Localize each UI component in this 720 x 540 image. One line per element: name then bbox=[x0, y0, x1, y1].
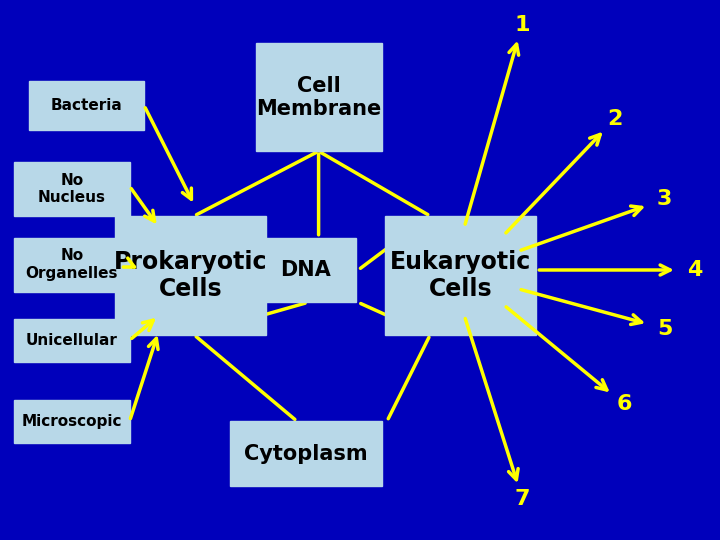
FancyBboxPatch shape bbox=[256, 238, 356, 302]
FancyBboxPatch shape bbox=[256, 43, 382, 151]
Text: 7: 7 bbox=[515, 489, 531, 509]
Text: 2: 2 bbox=[608, 109, 623, 129]
Text: Microscopic: Microscopic bbox=[22, 414, 122, 429]
FancyBboxPatch shape bbox=[14, 319, 130, 362]
Text: No
Organelles: No Organelles bbox=[26, 248, 118, 281]
FancyBboxPatch shape bbox=[385, 216, 536, 335]
FancyBboxPatch shape bbox=[14, 162, 130, 216]
Text: 5: 5 bbox=[657, 319, 672, 339]
Text: Bacteria: Bacteria bbox=[50, 98, 122, 113]
Text: Cell
Membrane: Cell Membrane bbox=[256, 76, 381, 119]
Text: No
Nucleus: No Nucleus bbox=[38, 173, 106, 205]
Text: Prokaryotic
Cells: Prokaryotic Cells bbox=[114, 249, 268, 301]
Text: DNA: DNA bbox=[281, 260, 331, 280]
FancyBboxPatch shape bbox=[29, 81, 144, 130]
Text: Cytoplasm: Cytoplasm bbox=[244, 443, 368, 464]
FancyBboxPatch shape bbox=[14, 400, 130, 443]
Text: Unicellular: Unicellular bbox=[26, 333, 118, 348]
Text: 3: 3 bbox=[657, 190, 672, 210]
FancyBboxPatch shape bbox=[14, 238, 130, 292]
FancyBboxPatch shape bbox=[115, 216, 266, 335]
Text: Eukaryotic
Cells: Eukaryotic Cells bbox=[390, 249, 531, 301]
FancyBboxPatch shape bbox=[230, 421, 382, 486]
Text: 1: 1 bbox=[514, 15, 530, 35]
Text: 6: 6 bbox=[616, 394, 632, 414]
Text: 4: 4 bbox=[687, 260, 703, 280]
